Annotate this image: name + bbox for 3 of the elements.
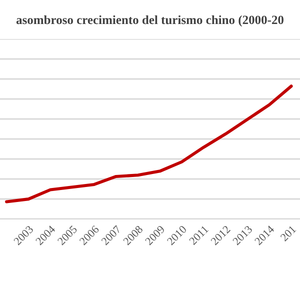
chart-title: asombroso crecimiento del turismo chino (2000-20	[16, 15, 284, 27]
x-tick-label: 201	[280, 225, 296, 242]
x-tick-label: 2011	[188, 225, 209, 246]
